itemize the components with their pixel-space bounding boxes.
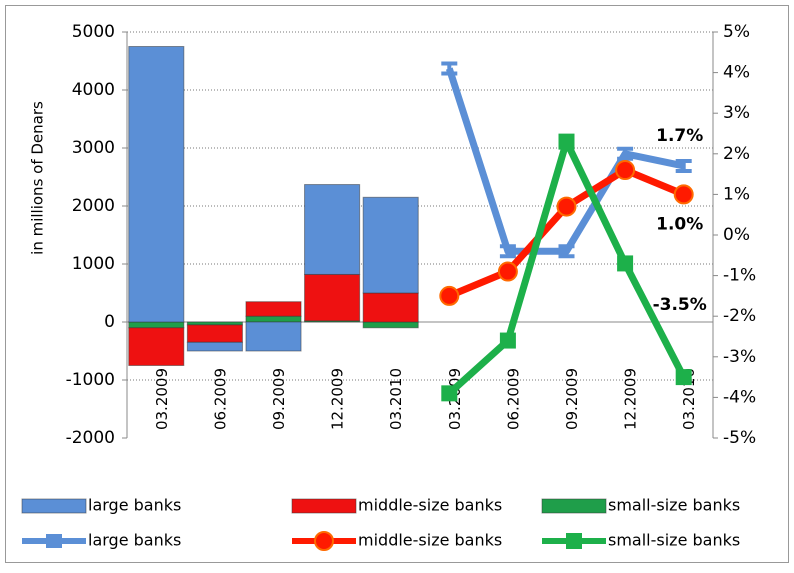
line-marker: [499, 332, 516, 349]
line-marker: [439, 285, 460, 306]
bar: [362, 292, 419, 323]
y-tick-label: 2000: [72, 196, 115, 216]
legend-label: large banks: [88, 496, 181, 515]
x-tick-label: 09.2009: [563, 368, 581, 430]
bar: [186, 324, 243, 343]
x-tick-label: 06.2009: [504, 368, 522, 430]
y-tick-label: -2000: [66, 428, 115, 448]
value-label: 1.7%: [656, 126, 703, 146]
x-tick-label: 09.2009: [270, 368, 288, 430]
y2-tick-label: 2%: [723, 144, 750, 164]
y2-tick-label: -4%: [723, 387, 756, 407]
y-tick-label: 4000: [72, 80, 115, 100]
y-axis-label: in millions of Denars: [29, 101, 47, 255]
y2-tick-label: -1%: [723, 266, 756, 286]
line-marker: [558, 244, 575, 259]
y2-tick-label: 3%: [723, 103, 750, 123]
value-label: -3.5%: [653, 295, 707, 315]
legend-label: large banks: [88, 531, 181, 550]
bar: [186, 341, 243, 352]
y-tick-label: 0: [104, 312, 115, 332]
bar: [128, 321, 185, 329]
legend-label: small-size banks: [608, 531, 740, 550]
legend-label: middle-size banks: [358, 531, 502, 550]
y2-tick-label: -2%: [723, 306, 756, 326]
value-label: 1.0%: [656, 214, 703, 234]
y2-tick-label: -3%: [723, 347, 756, 367]
bar: [304, 273, 361, 322]
line-marker: [497, 261, 518, 282]
x-tick-label: 12.2009: [329, 368, 347, 430]
line-marker: [499, 244, 516, 259]
bar: [362, 321, 419, 329]
line-marker: [556, 196, 577, 217]
line-marker: [617, 146, 634, 161]
line-marker: [314, 531, 334, 551]
legend-swatch: [21, 498, 87, 514]
bar: [245, 315, 302, 323]
line-marker: [441, 385, 458, 402]
bar: [128, 46, 185, 323]
legend-label: middle-size banks: [358, 496, 502, 515]
bar: [362, 196, 419, 294]
bar: [128, 327, 185, 366]
line-marker: [673, 184, 694, 205]
x-tick-label: 03.2010: [387, 368, 405, 430]
bar: [304, 184, 361, 275]
y2-tick-label: 0%: [723, 225, 750, 245]
x-tick-label: 03.2009: [153, 368, 171, 430]
y2-tick-label: -5%: [723, 428, 756, 448]
y-tick-label: 1000: [72, 254, 115, 274]
legend-label: small-size banks: [608, 496, 740, 515]
line-marker: [675, 369, 692, 386]
line-marker: [617, 255, 634, 272]
line-marker: [615, 160, 636, 181]
line-marker: [441, 61, 458, 76]
line-marker: [46, 534, 62, 548]
y-tick-label: 3000: [72, 138, 115, 158]
y2-tick-label: 5%: [723, 22, 750, 42]
x-tick-label: 06.2009: [211, 368, 229, 430]
legend-swatch: [541, 498, 607, 514]
bar: [245, 321, 302, 352]
line-marker: [566, 533, 582, 549]
line-marker: [558, 133, 575, 150]
y-tick-label: 5000: [72, 22, 115, 42]
legend-swatch: [291, 498, 357, 514]
x-tick-label: 12.2009: [622, 368, 640, 430]
line-marker: [675, 158, 692, 173]
bar: [245, 301, 302, 317]
y2-tick-label: 4%: [723, 63, 750, 83]
y-tick-label: -1000: [66, 370, 115, 390]
y2-tick-label: 1%: [723, 184, 750, 204]
